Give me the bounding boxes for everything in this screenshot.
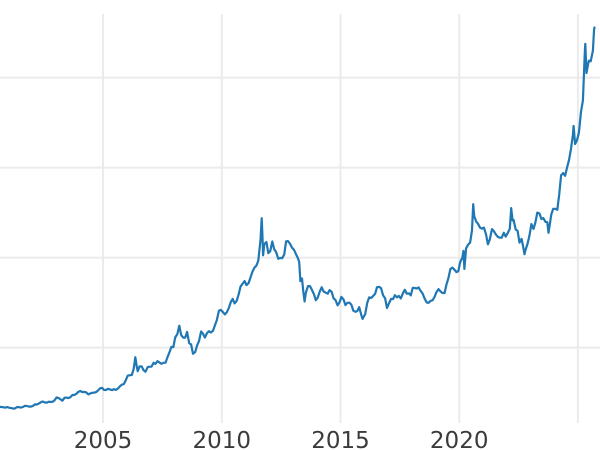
price-line (0, 26, 596, 410)
x-tick-label: 2020 (430, 428, 489, 450)
x-tick-label: 2010 (193, 428, 252, 450)
x-tick-label: 2005 (74, 428, 133, 450)
x-axis-tick-labels: 2005 2010 2015 2020 (74, 428, 489, 450)
x-tick-label: 2015 (311, 428, 370, 450)
gridlines (0, 14, 600, 423)
